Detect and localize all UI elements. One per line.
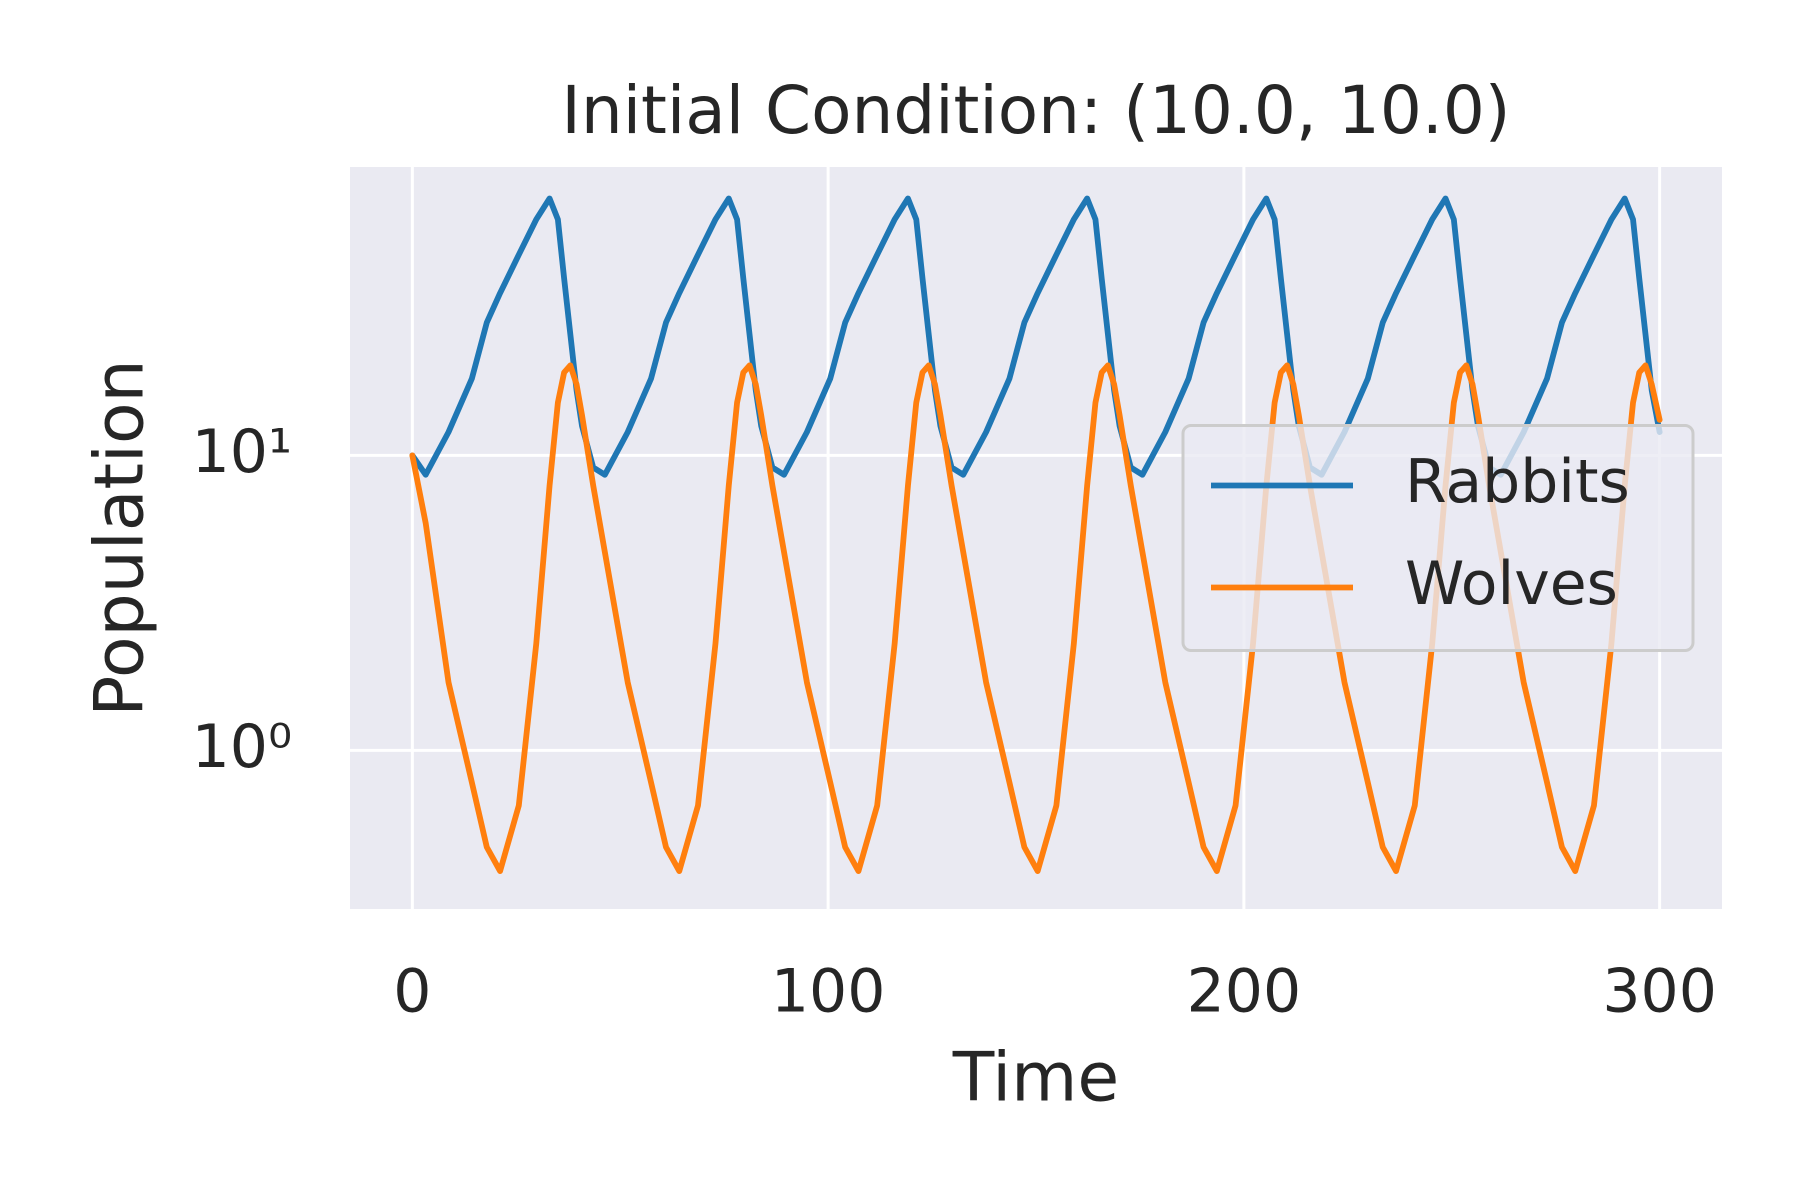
x-tick-label: 0 xyxy=(393,957,431,1027)
x-tick-label: 300 xyxy=(1602,957,1717,1027)
x-tick-label: 200 xyxy=(1187,957,1302,1027)
legend-label: Wolves xyxy=(1405,549,1618,619)
y-axis-label: Population xyxy=(81,359,160,716)
x-axis-label: Time xyxy=(952,1039,1119,1118)
chart-title: Initial Condition: (10.0, 10.0) xyxy=(561,72,1510,149)
x-tick-label: 100 xyxy=(771,957,886,1027)
data-line xyxy=(409,362,1663,874)
y-tick-label: 10¹ xyxy=(192,417,292,487)
data-line xyxy=(409,195,1663,478)
y-tick-label: 10⁰ xyxy=(192,712,292,782)
legend-label: Rabbits xyxy=(1405,447,1630,517)
legend-box xyxy=(1181,424,1695,652)
